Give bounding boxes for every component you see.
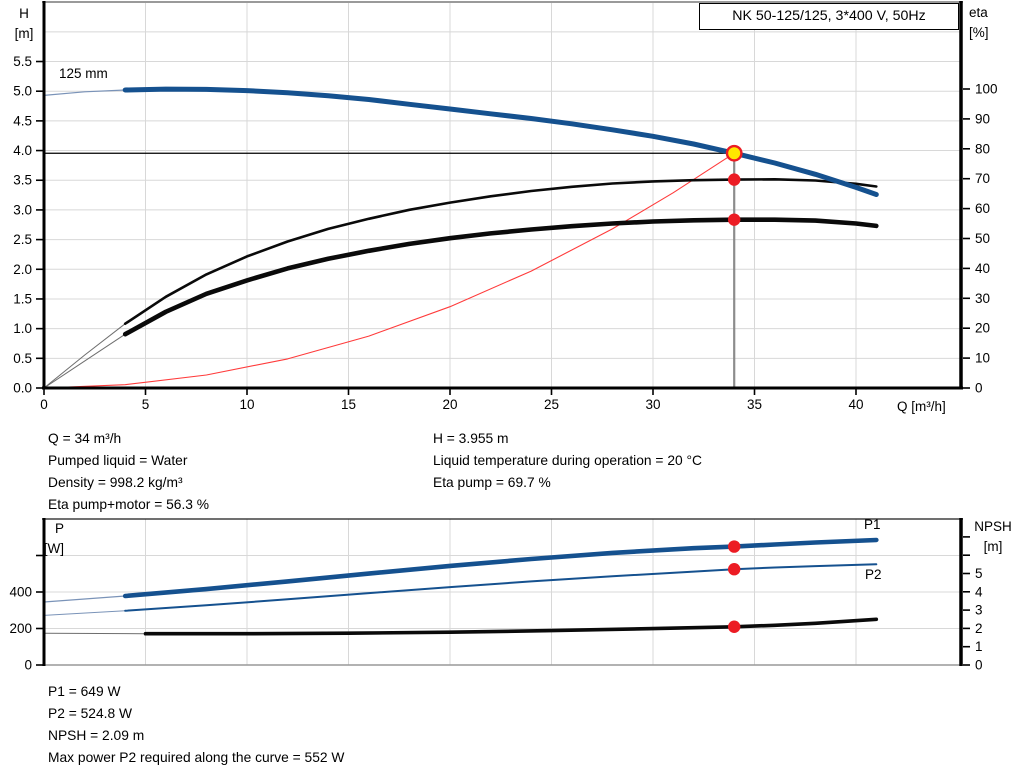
npsh-axis-title: NPSH [m] — [964, 517, 1022, 557]
right-axis-tick-label: 40 — [975, 261, 990, 276]
h-axis-title-unit: [m] — [14, 26, 34, 41]
right-axis-tick-label: 1 — [975, 639, 983, 654]
x-axis-tick-label: 25 — [544, 397, 559, 412]
x-axis-tick-label: 10 — [239, 397, 254, 412]
duty-point-info-right: H = 3.955 m Liquid temperature during op… — [433, 428, 702, 494]
right-axis-tick-label: 0 — [975, 658, 983, 673]
p-axis-title: P [W] — [16, 519, 64, 559]
p2-curve — [124, 563, 878, 612]
x-axis-tick-label: 0 — [40, 397, 48, 412]
right-axis-tick-label: 3 — [975, 603, 983, 618]
x-axis-tick-label: 30 — [645, 397, 660, 412]
info-pumped-liquid: Pumped liquid = Water — [48, 453, 188, 468]
power-npsh-chart-group: 0 200 400 0 1 2 3 4 5 — [9, 518, 983, 673]
head-eta-chart: 0.0 0.5 1.0 1.5 2.0 2.5 3.0 3.5 4.0 4.5 5.0 5.5 0 10 2… — [13, 1, 998, 412]
info-p2: P2 = 524.8 W — [48, 706, 132, 721]
h-axis-title-symbol: H — [19, 6, 29, 21]
eta-pump-curve-lead-in — [43, 323, 126, 389]
left-axis-tick-label: 1.5 — [13, 291, 32, 306]
head-curve-125mm-lead-in — [43, 89, 126, 96]
x-axis-tick-label: 40 — [848, 397, 863, 412]
impeller-size-label: 125 mm — [59, 66, 108, 81]
info-eta-pump: Eta pump = 69.7 % — [433, 475, 551, 490]
eta-pump-motor-curve-lead-in — [43, 333, 126, 389]
eta-axis-title-symbol: eta — [969, 5, 988, 20]
eta-pump-curve — [123, 178, 878, 326]
info-liquid-temp: Liquid temperature during operation = 20… — [433, 453, 702, 468]
right-axis-tick-label: 2 — [975, 621, 983, 636]
info-p1: P1 = 649 W — [48, 684, 121, 699]
right-axis-tick-label: 60 — [975, 201, 990, 216]
info-density: Density = 998.2 kg/m³ — [48, 475, 183, 490]
info-max-power: Max power P2 required along the curve = … — [48, 750, 345, 765]
operating-point-eta-pump-motor — [728, 213, 741, 226]
right-axis-tick-label: 20 — [975, 321, 990, 336]
p2-curve-label: P2 — [865, 567, 882, 582]
pump-title: NK 50-125/125, 3*400 V, 50Hz — [732, 8, 926, 24]
left-axis-tick-label: 1.0 — [13, 321, 32, 336]
operating-point-head[interactable] — [725, 144, 743, 162]
right-axis-tick-label: 4 — [975, 584, 983, 599]
power-npsh-chart: 0 200 400 0 1 2 3 4 5 — [9, 518, 983, 673]
right-axis-tick-label: 80 — [975, 141, 990, 156]
eta-axis-title-unit: [%] — [969, 25, 989, 40]
right-axis-tick-label: 10 — [975, 351, 990, 366]
npsh-curve — [143, 617, 879, 636]
left-axis-tick-label: 5.0 — [13, 84, 32, 99]
left-axis-tick-label: 0.0 — [13, 381, 32, 396]
eta-pump-motor-curve — [122, 217, 879, 337]
x-axis-tick-label: 20 — [442, 397, 457, 412]
head-eta-chart-group: 0.0 0.5 1.0 1.5 2.0 2.5 3.0 3.5 4.0 4.5 5.0 5.5 0 10 2… — [13, 1, 998, 412]
operating-point-p2 — [728, 563, 741, 576]
left-axis-tick-label: 5.5 — [13, 54, 32, 69]
left-axis-tick-label: 4.0 — [13, 143, 32, 158]
right-axis-tick-label: 90 — [975, 111, 990, 126]
left-axis-tick-label: 2.0 — [13, 262, 32, 277]
right-axis-tick-label: 100 — [975, 82, 998, 97]
operating-point-p1 — [728, 540, 741, 553]
left-axis-tick-label: 200 — [9, 621, 32, 636]
x-axis-tick-label: 35 — [747, 397, 762, 412]
p-axis-title-unit: [W] — [43, 541, 64, 556]
p2-curve-lead-in — [43, 610, 126, 616]
left-axis-tick-label: 4.5 — [13, 113, 32, 128]
npsh-axis-title-symbol: NPSH — [974, 519, 1012, 534]
info-eta-pump-motor: Eta pump+motor = 56.3 % — [48, 497, 210, 512]
head-curve-125mm — [122, 86, 879, 197]
duty-point-info-left: Q = 34 m³/h Pumped liquid = Water Densit… — [48, 428, 209, 516]
right-axis-tick-label: 30 — [975, 291, 990, 306]
right-axis-tick-label: 50 — [975, 231, 990, 246]
p-axis-title-symbol: P — [54, 521, 64, 536]
right-axis-tick-label: 0 — [975, 381, 983, 396]
eta-axis-title: eta [%] — [969, 3, 1013, 43]
right-axis-tick-label: 5 — [975, 566, 983, 581]
p1-curve-label: P1 — [864, 517, 881, 532]
left-axis-tick-label: 400 — [9, 585, 32, 600]
left-axis-tick-label: 2.5 — [13, 232, 32, 247]
left-axis-tick-label: 3.5 — [13, 173, 32, 188]
power-npsh-info: P1 = 649 W P2 = 524.8 W NPSH = 2.09 m Ma… — [48, 681, 344, 769]
x-axis-tick-label: 5 — [142, 397, 150, 412]
npsh-axis-title-unit: [m] — [983, 539, 1003, 554]
x-axis-tick-label: 15 — [341, 397, 356, 412]
info-flow: Q = 34 m³/h — [48, 431, 122, 446]
info-head: H = 3.955 m — [433, 431, 509, 446]
p1-curve — [122, 537, 879, 599]
info-npsh: NPSH = 2.09 m — [48, 728, 145, 743]
right-axis-tick-label: 70 — [975, 171, 990, 186]
h-axis-title: H [m] — [6, 4, 42, 44]
left-axis-tick-label: 3.0 — [13, 202, 32, 217]
left-axis-tick-label: 0 — [24, 658, 32, 673]
q-axis-label: Q [m³/h] — [897, 399, 946, 414]
pump-title-box: NK 50-125/125, 3*400 V, 50Hz — [699, 3, 959, 30]
operating-point-npsh — [728, 620, 741, 633]
left-axis-tick-label: 0.5 — [13, 351, 32, 366]
system-curve — [43, 152, 735, 389]
p1-curve-lead-in — [43, 595, 126, 603]
operating-point-eta-pump — [728, 173, 741, 186]
